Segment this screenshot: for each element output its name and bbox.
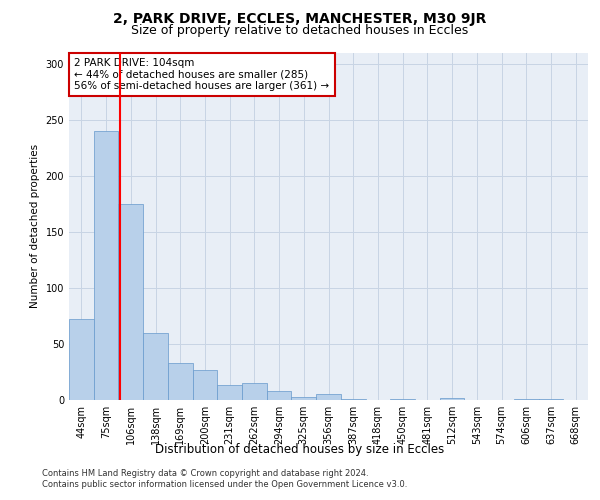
Text: 2 PARK DRIVE: 104sqm
← 44% of detached houses are smaller (285)
56% of semi-deta: 2 PARK DRIVE: 104sqm ← 44% of detached h… bbox=[74, 58, 329, 91]
Bar bbox=[514, 399, 539, 400]
Bar bbox=[69, 320, 94, 400]
Text: Size of property relative to detached houses in Eccles: Size of property relative to detached ho… bbox=[131, 24, 469, 37]
Bar bbox=[341, 399, 365, 400]
Bar bbox=[292, 396, 316, 400]
Bar bbox=[440, 398, 464, 400]
Bar bbox=[217, 386, 242, 400]
Bar bbox=[267, 391, 292, 400]
Bar bbox=[143, 332, 168, 400]
Bar bbox=[242, 383, 267, 400]
Text: Contains HM Land Registry data © Crown copyright and database right 2024.: Contains HM Land Registry data © Crown c… bbox=[42, 469, 368, 478]
Bar bbox=[193, 370, 217, 400]
Bar bbox=[390, 399, 415, 400]
Bar bbox=[94, 131, 118, 400]
Bar bbox=[316, 394, 341, 400]
Y-axis label: Number of detached properties: Number of detached properties bbox=[30, 144, 40, 308]
Text: Contains public sector information licensed under the Open Government Licence v3: Contains public sector information licen… bbox=[42, 480, 407, 489]
Text: Distribution of detached houses by size in Eccles: Distribution of detached houses by size … bbox=[155, 442, 445, 456]
Text: 2, PARK DRIVE, ECCLES, MANCHESTER, M30 9JR: 2, PARK DRIVE, ECCLES, MANCHESTER, M30 9… bbox=[113, 12, 487, 26]
Bar bbox=[118, 204, 143, 400]
Bar bbox=[539, 399, 563, 400]
Bar bbox=[168, 363, 193, 400]
